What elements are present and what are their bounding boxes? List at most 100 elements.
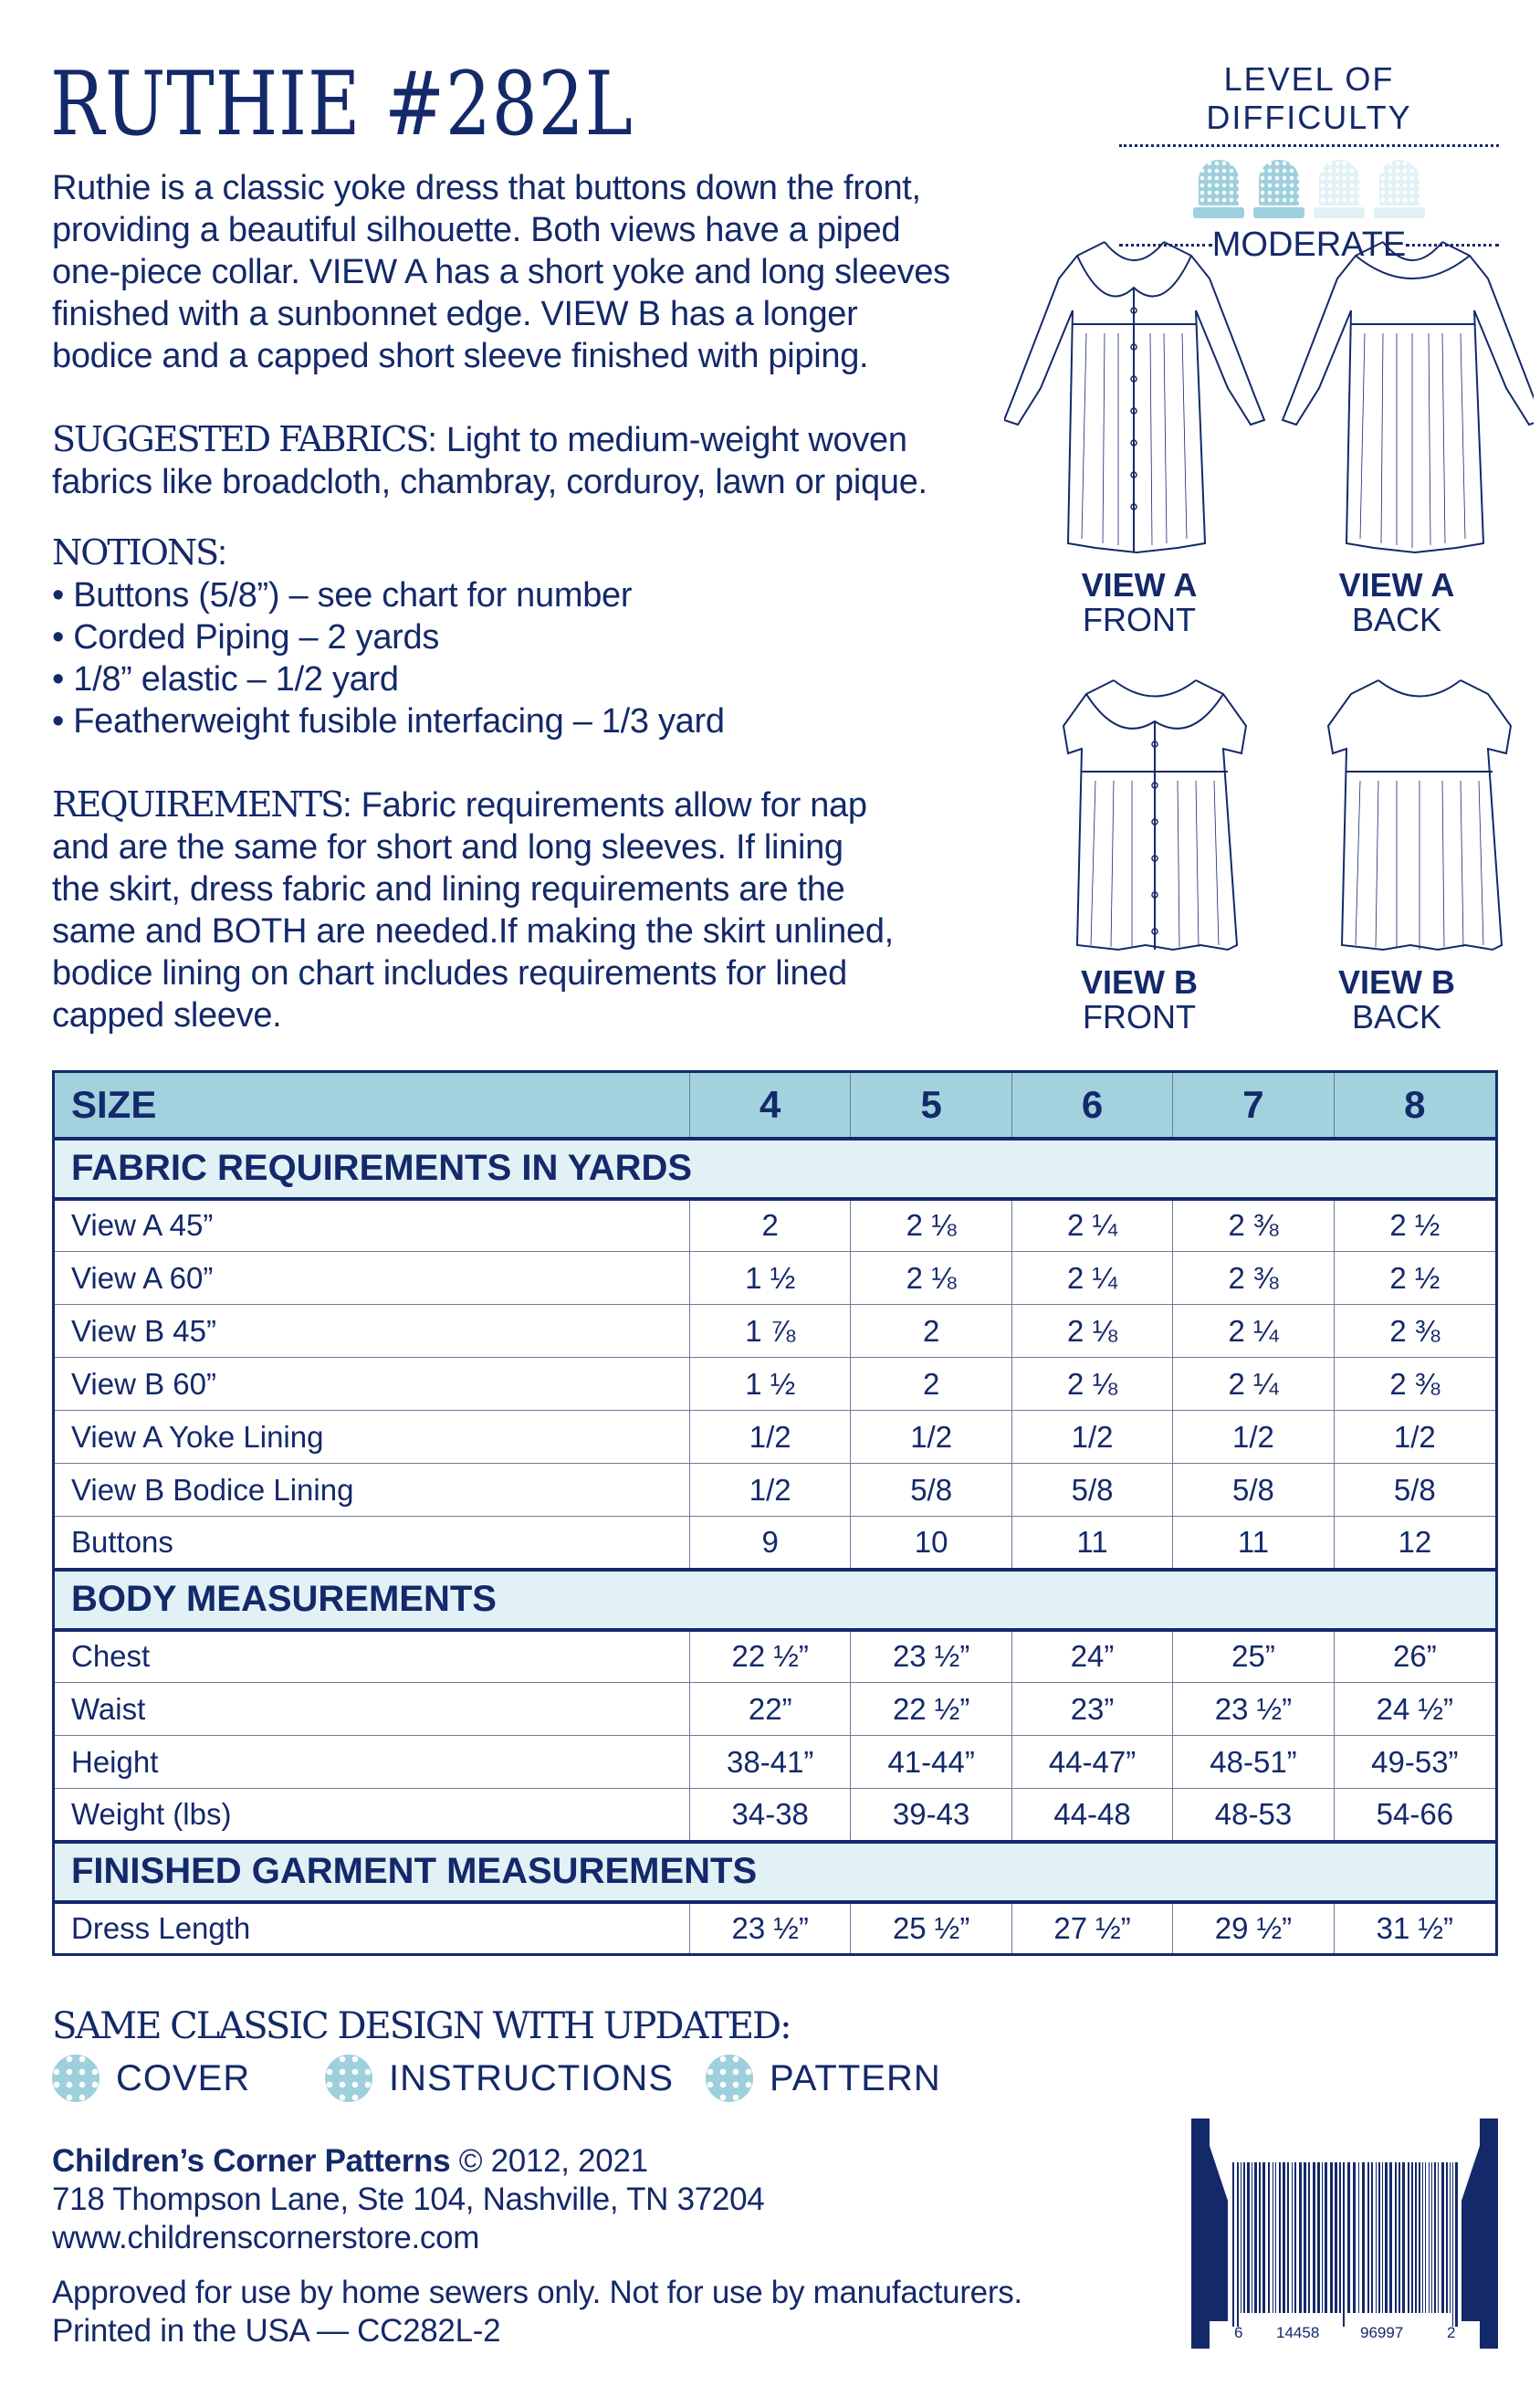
table-cell: 2 ¼	[1172, 1357, 1335, 1411]
table-cell: 10	[850, 1516, 1012, 1570]
barcode-bar	[1429, 2162, 1430, 2313]
barcode-bar	[1455, 2162, 1458, 2327]
barcode-bar	[1415, 2162, 1417, 2313]
table-cell: 11	[1011, 1516, 1174, 1570]
barcode-bar	[1237, 2162, 1239, 2327]
thimble-icon	[1374, 160, 1425, 218]
barcode-bar	[1395, 2162, 1397, 2313]
table-cell: 2 ¼	[1011, 1251, 1174, 1305]
print-info: Printed in the USA — CC282L-2	[52, 2313, 501, 2349]
section-header: BODY MEASUREMENTS	[53, 1567, 1497, 1632]
table-cell: 2 ⅜	[1333, 1304, 1498, 1358]
view-b-back-drawing	[1326, 679, 1513, 951]
address: 718 Thompson Lane, Ste 104, Nashville, T…	[52, 2181, 765, 2217]
barcode-bar	[1347, 2162, 1350, 2313]
barcode-bar	[1367, 2162, 1369, 2313]
barcode-bar	[1262, 2162, 1265, 2313]
table-cell: View A Yoke Lining	[53, 1410, 690, 1464]
table-cell: 31 ½”	[1333, 1901, 1498, 1955]
barcode-bar	[1330, 2162, 1333, 2313]
barcode-bar	[1287, 2162, 1289, 2313]
table-cell: Dress Length	[53, 1901, 690, 1955]
barcode-bar	[1322, 2162, 1323, 2313]
difficulty-indicator: LEVEL OF DIFFICULTY MODERATE	[1119, 60, 1499, 265]
table-cell: 1/2	[688, 1410, 852, 1464]
table-cell: 1/2	[1172, 1410, 1335, 1464]
size-cell: 8	[1333, 1071, 1498, 1141]
barcode-bar	[1268, 2162, 1270, 2313]
table-cell: 44-47”	[1011, 1735, 1174, 1789]
barcode-bar	[1259, 2162, 1261, 2313]
barcode-digit: 96997	[1360, 2324, 1403, 2341]
barcode-bar	[1389, 2162, 1392, 2313]
requirements-text: and are the same for short and long slee…	[52, 828, 843, 867]
updated-item: INSTRUCTIONS	[325, 2055, 674, 2102]
notion-item: • Corded Piping – 2 yards	[52, 618, 440, 657]
notions-label: NOTIONS	[52, 532, 219, 573]
table-cell: 44-48	[1011, 1788, 1174, 1842]
barcode-bar	[1441, 2162, 1444, 2313]
updated-heading-text: SAME CLASSIC DESIGN WITH UPDATED:	[52, 2005, 792, 2047]
table-cell: 34-38	[688, 1788, 852, 1842]
thimble-icon	[1193, 160, 1244, 218]
barcode-bar	[1283, 2162, 1285, 2313]
view-label: VIEW A FRONT	[1081, 566, 1198, 638]
table-cell: 1 ⅞	[688, 1304, 852, 1358]
thimble-icon	[1253, 160, 1304, 218]
size-cell: 5	[850, 1071, 1012, 1141]
table-cell: 2 ⅜	[1172, 1251, 1335, 1305]
barcode-digit: 6	[1234, 2324, 1242, 2341]
table-cell: 2 ½	[1333, 1251, 1498, 1305]
table-cell: 5/8	[850, 1463, 1012, 1517]
table-cell: 23”	[1011, 1682, 1174, 1736]
requirements-text: capped sleeve.	[52, 996, 282, 1035]
table-cell: 12	[1333, 1516, 1498, 1570]
button-icon	[325, 2055, 372, 2102]
table-cell: 2 ⅛	[1011, 1357, 1174, 1411]
table-cell: 27 ½”	[1011, 1901, 1174, 1955]
barcode-bar	[1299, 2162, 1302, 2313]
notions: NOTIONS: • Buttons (5/8”) – see chart fo…	[52, 532, 725, 741]
button-icon	[706, 2055, 753, 2102]
table-row: Dress Length 23 ½” 25 ½” 27 ½” 29 ½” 31 ½”	[53, 1901, 1498, 1955]
notion-item: • Buttons (5/8”) – see chart for number	[52, 576, 633, 615]
barcode-bar	[1446, 2162, 1448, 2313]
barcode-digit: 14458	[1276, 2324, 1319, 2341]
table-cell: 24 ½”	[1333, 1682, 1498, 1736]
view-label: VIEW A BACK	[1338, 566, 1455, 638]
table-row: View A Yoke Lining 1/2 1/2 1/2 1/2 1/2	[53, 1410, 1498, 1464]
table-cell: 25”	[1172, 1629, 1335, 1683]
size-cell: 6	[1011, 1071, 1174, 1141]
table-row: Chest 22 ½” 23 ½” 24” 25” 26”	[53, 1629, 1498, 1683]
table-cell: Buttons	[53, 1516, 690, 1570]
table-cell: 23 ½”	[850, 1629, 1012, 1683]
view-a-back-drawing	[1281, 241, 1534, 554]
barcode-bar	[1275, 2162, 1276, 2313]
size-cell: 7	[1172, 1071, 1335, 1141]
description: Ruthie is a classic yoke dress that butt…	[52, 167, 950, 377]
table-cell: 49-53”	[1333, 1735, 1498, 1789]
barcode-bar	[1422, 2162, 1423, 2313]
website-link[interactable]: www.childrenscornerstore.com	[52, 2220, 480, 2255]
thimble-rating	[1119, 160, 1499, 218]
table-cell: 48-53	[1172, 1788, 1335, 1842]
updated-item: COVER	[52, 2055, 250, 2102]
barcode-bar	[1292, 2162, 1293, 2313]
updated-item: PATTERN	[706, 2055, 941, 2102]
barcode-bar	[1308, 2162, 1310, 2313]
footer: Children’s Corner Patterns © 2012, 2021 …	[52, 2142, 1022, 2350]
button-icon	[52, 2055, 100, 2102]
barcode-bar	[1452, 2162, 1453, 2327]
table-cell: 2	[850, 1357, 1012, 1411]
barcode-bar	[1243, 2162, 1245, 2313]
barcode-spool: 6 14458 96997 2	[1191, 2118, 1498, 2349]
fabrics-label: SUGGESTED FABRICS	[52, 419, 429, 459]
table-cell: 1/2	[850, 1410, 1012, 1464]
barcode-bar	[1294, 2162, 1296, 2313]
table-cell: View B 45”	[53, 1304, 690, 1358]
table-cell: 1/2	[1333, 1410, 1498, 1464]
barcode-bar	[1325, 2162, 1327, 2313]
table-cell: 48-51”	[1172, 1735, 1335, 1789]
